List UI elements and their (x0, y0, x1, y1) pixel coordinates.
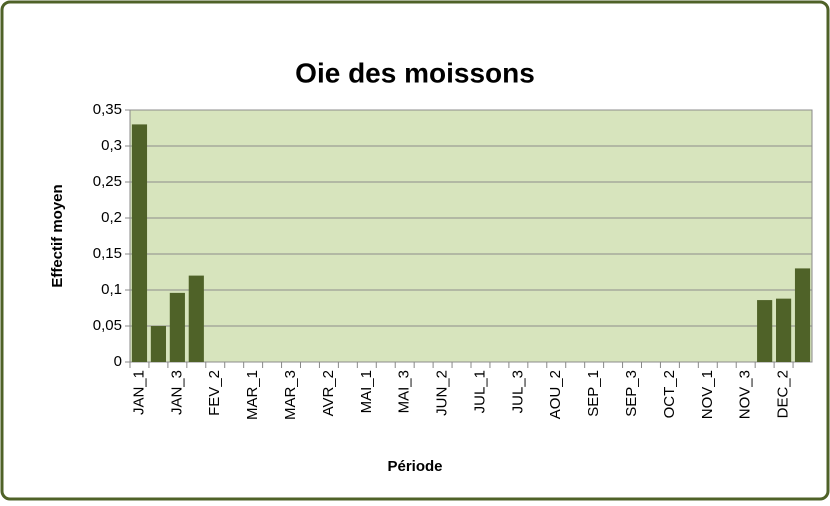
y-tick-label: 0,2 (101, 209, 122, 226)
y-tick-label: 0,35 (93, 101, 122, 118)
bar (150, 326, 166, 362)
x-tick-label: NOV_1 (699, 370, 716, 419)
x-tick-label: MAI_1 (358, 370, 375, 413)
bar (776, 298, 792, 362)
x-tick-label: OCT_2 (661, 370, 678, 418)
x-tick-label: SEP_1 (585, 370, 602, 417)
x-axis-label: Période (387, 458, 442, 475)
x-tick-label: JAN_1 (130, 370, 147, 415)
x-tick-label: JAN_3 (168, 370, 185, 415)
y-tick-label: 0,1 (101, 281, 122, 298)
y-tick-label: 0,05 (93, 317, 122, 334)
bar (131, 124, 148, 363)
chart-title: Oie des moissons (295, 57, 535, 88)
x-tick-label: DEC_2 (775, 370, 792, 418)
bar (794, 268, 811, 362)
y-tick-label: 0,3 (101, 137, 122, 154)
x-tick-label: JUN_2 (434, 370, 451, 416)
x-tick-label: MAI_3 (396, 370, 413, 413)
bar (169, 292, 185, 362)
plot-area (129, 109, 813, 363)
y-tick-label: 0 (114, 353, 122, 370)
y-tick-label: 0,25 (93, 173, 122, 190)
x-tick-label: AVR_2 (320, 370, 337, 416)
x-tick-label: FEV_2 (206, 370, 223, 416)
y-tick-label: 0,15 (93, 245, 122, 262)
x-tick-label: NOV_3 (737, 370, 754, 419)
x-tick-label: JUL_1 (471, 370, 488, 413)
bar (188, 275, 204, 362)
x-tick-label: JUL_3 (509, 370, 526, 413)
y-axis-label: Effectif moyen (49, 184, 66, 287)
x-tick-label: MAR_3 (282, 370, 299, 420)
bar (757, 300, 773, 362)
x-tick-label: MAR_1 (244, 370, 261, 420)
x-tick-label: SEP_3 (623, 370, 640, 417)
x-tick-label: AOU_2 (547, 370, 564, 419)
